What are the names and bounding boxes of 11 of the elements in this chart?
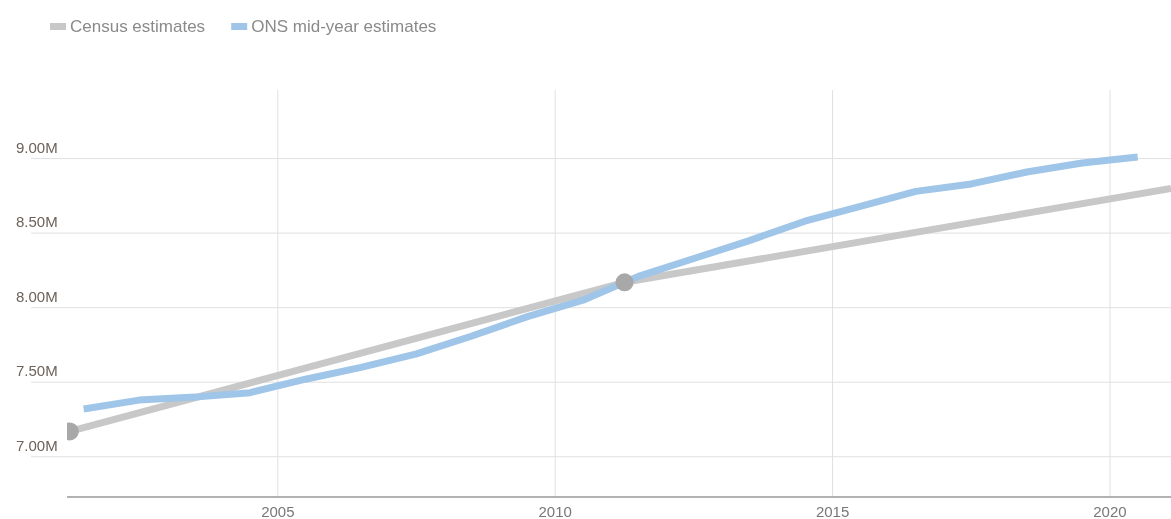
- x-tick-label: 2005: [261, 503, 295, 519]
- y-tick-label: 9.00M: [16, 138, 58, 156]
- legend-label: ONS mid-year estimates: [251, 17, 437, 36]
- legend-label: Census estimates: [70, 17, 206, 36]
- x-tick-label: 2010: [538, 503, 572, 519]
- y-tick-label: 7.50M: [16, 362, 58, 380]
- x-tick-label: 2020: [1093, 503, 1127, 519]
- x-tick-label: 2015: [815, 503, 850, 519]
- y-tick-label: 8.50M: [16, 213, 58, 231]
- y-tick-label: 8.00M: [16, 287, 58, 305]
- y-tick-label: 7.00M: [16, 436, 58, 454]
